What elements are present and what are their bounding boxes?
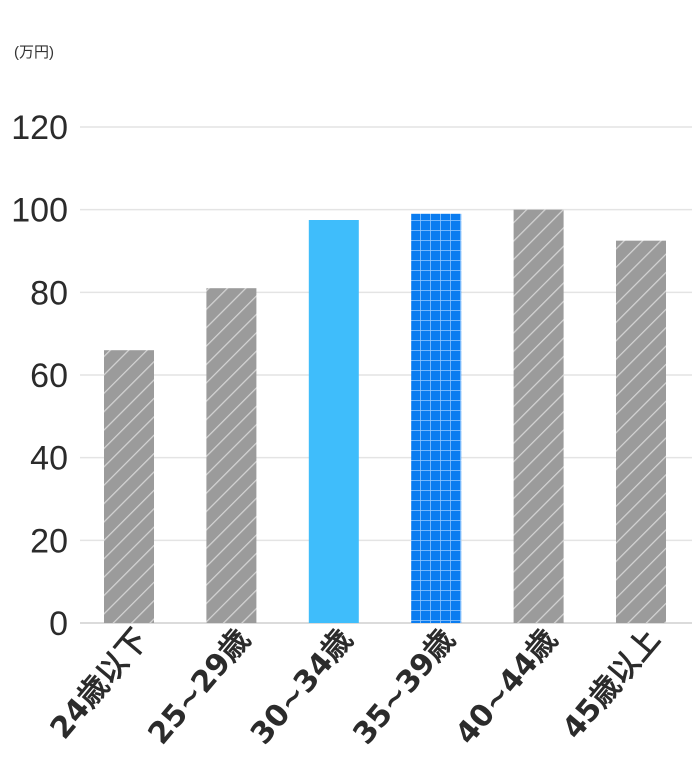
y-tick-label: 100 [11,192,68,230]
y-tick-label: 80 [30,274,68,312]
x-tick-label: 35~39歳 [346,623,462,752]
bar [411,213,462,624]
x-tick-label: 30~34歳 [244,623,360,752]
y-tick-label: 0 [49,605,68,643]
bar [616,240,666,623]
y-tick-label: 60 [30,357,68,395]
y-tick-label: 40 [30,440,68,478]
bar [513,209,564,623]
y-tick-label: 20 [30,522,68,560]
bar [104,350,154,623]
x-tick-label: 25~29歳 [142,623,258,752]
bar [308,220,359,623]
y-unit-label: (万円) [14,44,54,61]
x-tick-label: 40~44歳 [449,623,565,752]
y-tick-label: 120 [11,109,68,147]
x-tick-label: 45歳以上 [556,623,667,746]
bar [206,288,257,623]
